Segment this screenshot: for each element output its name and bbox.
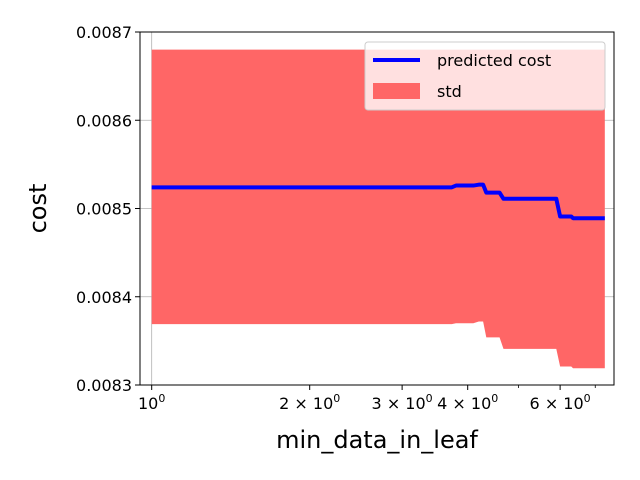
x-tick-label: 4 × 100 xyxy=(437,392,498,413)
x-tick-label: 2 × 100 xyxy=(279,392,340,413)
x-axis-label: min_data_in_leaf xyxy=(276,426,478,454)
legend-label-std: std xyxy=(437,82,462,101)
legend-box xyxy=(364,41,606,111)
y-axis-label: cost xyxy=(24,184,52,234)
ticks xyxy=(135,31,596,390)
x-tick-label: 6 × 100 xyxy=(530,392,591,413)
legend: predicted cost std xyxy=(364,41,606,111)
y-tick-label: 0.0083 xyxy=(76,376,132,395)
y-tick-label: 0.0087 xyxy=(76,23,132,42)
predicted-cost-line-layer xyxy=(151,182,605,221)
x-tick-label: 3 × 100 xyxy=(372,392,433,413)
y-tick-label: 0.0085 xyxy=(76,200,132,219)
y-tick-labels: 0.0083 0.0084 0.0085 0.0086 0.0087 xyxy=(76,23,132,395)
legend-label-predicted-cost: predicted cost xyxy=(437,51,551,70)
predicted-cost-line xyxy=(151,182,605,221)
x-tick-labels: 100 2 × 100 3 × 100 4 × 100 6 × 100 xyxy=(138,392,591,413)
y-tick-label: 0.0084 xyxy=(76,288,132,307)
legend-area-swatch xyxy=(373,83,420,99)
y-tick-label: 0.0086 xyxy=(76,111,132,130)
std-band xyxy=(151,49,605,369)
std-area-layer xyxy=(151,49,605,369)
